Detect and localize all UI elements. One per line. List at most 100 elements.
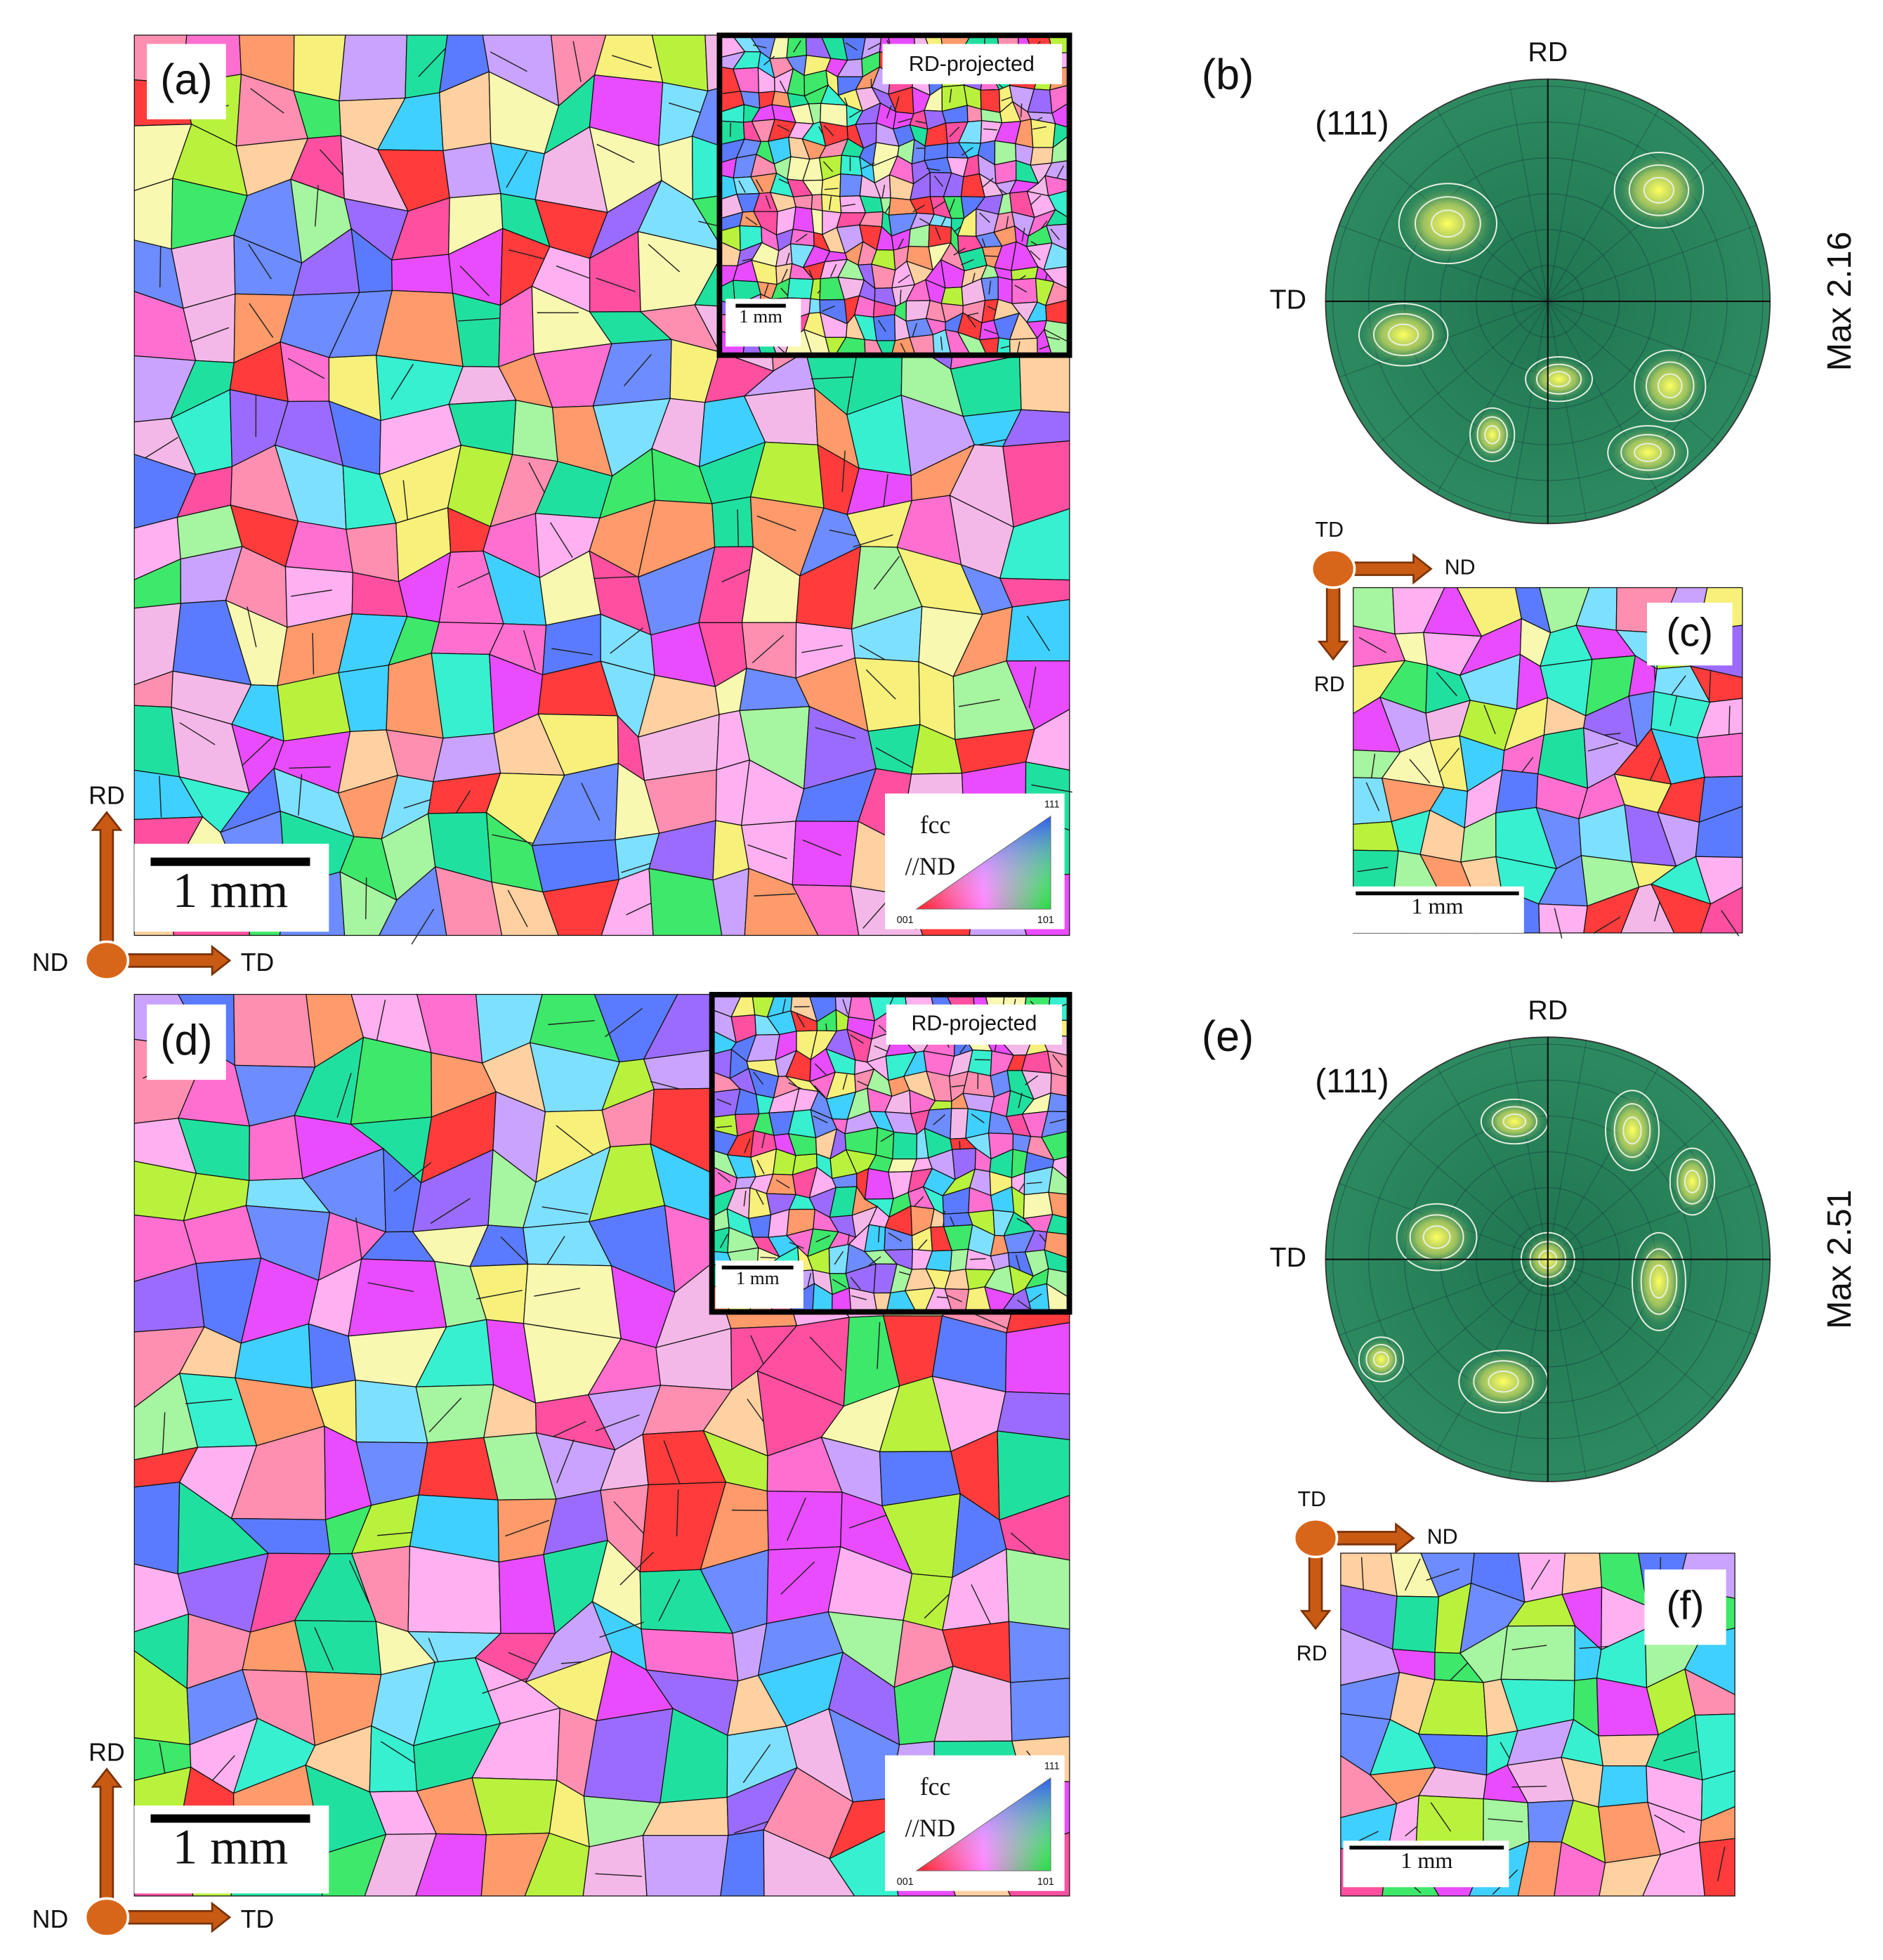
axis-label: RD: [88, 781, 125, 809]
contour: [1649, 1265, 1669, 1299]
contour: [1613, 1103, 1651, 1158]
twin-boundary: [314, 185, 319, 227]
twin-boundary: [1436, 672, 1457, 697]
twin-boundary: [970, 1257, 986, 1260]
contour: [1622, 1116, 1642, 1145]
contour: [1422, 1225, 1451, 1249]
grain: [711, 496, 754, 548]
twin-boundary: [753, 1071, 764, 1085]
twin-boundary: [250, 88, 284, 114]
twin-boundary: [742, 1744, 771, 1784]
twin-boundary: [716, 1125, 733, 1128]
grain: [962, 1071, 995, 1098]
contour: [1634, 443, 1662, 462]
grain: [994, 159, 1017, 185]
contour: [1358, 303, 1449, 367]
twin-boundary: [1593, 916, 1621, 934]
grain: [840, 155, 863, 176]
polar-grid: [1377, 301, 1549, 445]
twin-boundary: [789, 1241, 804, 1249]
axis-label: ND: [32, 948, 69, 976]
grain: [339, 34, 407, 102]
scale-bar-label: 1 mm: [173, 863, 289, 918]
twin-boundary: [556, 1439, 575, 1484]
contour: [1473, 1360, 1534, 1404]
twin-boundary: [841, 450, 846, 492]
twin-boundary: [850, 1034, 864, 1044]
polar-grid: [1547, 225, 1757, 302]
grain: [1030, 147, 1054, 166]
contour: [1684, 1170, 1700, 1194]
grain: [1495, 769, 1539, 814]
contour: [1396, 1203, 1478, 1272]
twin-boundary: [782, 998, 786, 1015]
grain: [997, 337, 1011, 353]
twin-boundary: [1728, 705, 1731, 738]
polar-grid: [1547, 108, 1660, 302]
twin-boundary: [1025, 1075, 1039, 1085]
twin-boundary: [1409, 759, 1431, 784]
twin-boundary: [1026, 615, 1050, 652]
twin-boundary: [599, 1621, 644, 1638]
contour: [1646, 361, 1695, 410]
twin-boundary: [1587, 743, 1619, 752]
twin-boundary: [983, 329, 997, 334]
twin-boundary: [781, 268, 788, 282]
twin-boundary: [1721, 910, 1740, 936]
label-box: [147, 1004, 226, 1080]
twin-boundary: [572, 41, 582, 82]
grain: [1050, 1072, 1068, 1097]
twin-boundary: [676, 1489, 679, 1536]
twin-boundary: [505, 1520, 550, 1537]
scale-bar: [1356, 891, 1519, 896]
twin-boundary: [933, 201, 945, 210]
contour: [1488, 1370, 1519, 1393]
twin-boundary: [162, 1412, 166, 1459]
twin-boundary: [1360, 1557, 1365, 1593]
contour: [1398, 183, 1497, 265]
twin-boundary: [595, 1873, 642, 1877]
twin-boundary: [822, 161, 834, 172]
grain: [792, 821, 859, 887]
twin-boundary: [648, 244, 681, 273]
contour: [1476, 416, 1508, 454]
twin-boundary: [1052, 1054, 1063, 1068]
max-label: Max 2.16: [1820, 232, 1858, 371]
twin-boundary: [367, 1282, 414, 1293]
grain: [1006, 1548, 1070, 1630]
twin-boundary: [828, 196, 832, 211]
intensity-spot: [1669, 1148, 1715, 1215]
twin-boundary: [1028, 1293, 1042, 1303]
intensity-spot: [1459, 1350, 1548, 1413]
twin-boundary: [1669, 695, 1678, 726]
twin-boundary: [581, 783, 601, 821]
twin-boundary: [355, 1217, 363, 1265]
contour: [1634, 349, 1707, 422]
polar-grid: [1547, 1259, 1660, 1452]
contour: [1491, 1106, 1537, 1137]
twin-boundary: [506, 151, 528, 188]
legend-corner: 001: [897, 1876, 914, 1888]
max-label: Max 2.51: [1820, 1189, 1858, 1328]
twin-boundary: [1483, 705, 1496, 735]
twin-boundary: [822, 305, 835, 312]
twin-boundary: [381, 1741, 421, 1768]
twin-boundary: [1358, 636, 1387, 653]
twin-boundary: [1554, 908, 1563, 939]
twin-boundary: [933, 175, 944, 188]
twin-boundary: [1439, 747, 1460, 773]
legend-corner: 101: [1037, 1876, 1054, 1888]
twin-boundary: [961, 147, 973, 156]
contour: [1677, 1158, 1708, 1205]
grain: [1353, 821, 1399, 851]
twin-boundary: [877, 1227, 880, 1243]
twin-boundary: [841, 203, 856, 207]
panel-label: (d): [160, 1016, 212, 1064]
twin-boundary: [1654, 1814, 1686, 1833]
intensity-spot: [1396, 1203, 1477, 1271]
grain: [748, 1214, 772, 1238]
polar-grid: [1509, 301, 1549, 521]
scale-bar: [721, 1265, 794, 1269]
scale-bar: [735, 303, 786, 308]
